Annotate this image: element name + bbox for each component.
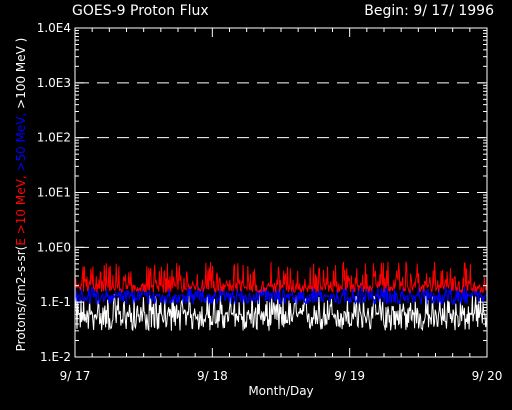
y-tick-label: 1.E-2 — [40, 350, 71, 364]
y-tick-label: 1.0E1 — [37, 186, 71, 200]
y-tick-label: 1.0E0 — [37, 240, 71, 254]
y-tick-label: 1.E-1 — [40, 295, 71, 309]
y-tick-label: 1.0E3 — [37, 76, 71, 90]
y-axis-label-part-0: Protons/cm2-s-sr( — [14, 246, 28, 352]
chart-subtitle: Begin: 9/ 17/ 1996 — [364, 3, 494, 19]
x-tick-label: 9/ 17 — [60, 369, 91, 383]
x-axis-label: Month/Day — [248, 384, 313, 398]
x-tick-label: 9/ 19 — [334, 369, 365, 383]
x-tick-label: 9/ 18 — [197, 369, 228, 383]
chart-title: GOES-9 Proton Flux — [72, 3, 209, 19]
y-axis-label-part-3: >100 MeV ) — [14, 38, 28, 109]
y-axis-label-part-1: E >10 MeV, — [14, 172, 28, 246]
y-tick-label: 1.0E2 — [37, 131, 71, 145]
y-axis-label: Protons/cm2-s-sr(E >10 MeV, >50 MeV, >10… — [14, 38, 28, 352]
series-line-2 — [74, 294, 488, 332]
series-line-0 — [74, 261, 488, 295]
x-tick-label: 9/ 20 — [472, 369, 503, 383]
y-axis-label-part-2: >50 MeV, — [14, 109, 28, 172]
y-tick-label: 1.0E4 — [37, 21, 71, 35]
